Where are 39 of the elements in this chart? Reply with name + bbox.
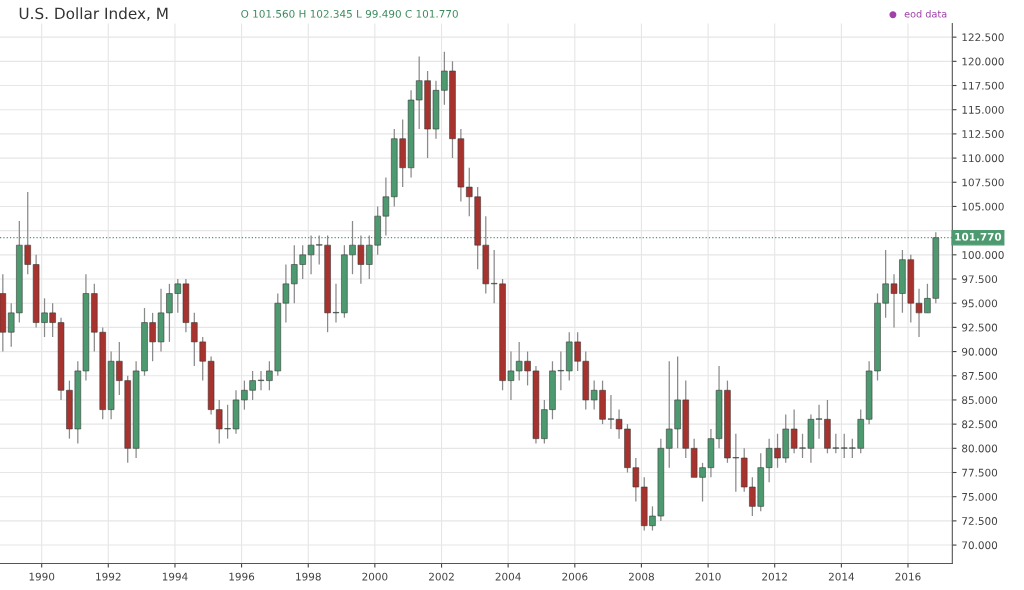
y-tick-label: 122.500	[962, 33, 1004, 42]
x-tick-label: 2008	[628, 572, 654, 581]
x-tick-label: 1998	[296, 572, 321, 581]
y-tick-label: 90.000	[962, 347, 998, 356]
x-tick-label: 2010	[695, 572, 721, 581]
y-tick-label: 75.000	[962, 492, 998, 501]
x-tick-label: 2014	[828, 572, 855, 581]
y-tick-label: 80.000	[962, 444, 998, 453]
y-tick-label: 117.500	[962, 81, 1004, 90]
y-tick-label: 97.500	[962, 275, 998, 284]
x-tick-label: 2004	[495, 572, 521, 581]
y-tick-label: 70.000	[962, 541, 998, 550]
chart-title: U.S. Dollar Index, M	[19, 7, 168, 21]
x-tick-label: 1990	[29, 572, 55, 581]
y-tick-label: 95.000	[962, 299, 998, 308]
text: O 101.560 H 102.345 L 99.490 C 101.770	[241, 9, 458, 18]
y-tick-label: 92.500	[962, 323, 998, 332]
y-tick-label: 107.500	[962, 178, 1004, 187]
y-tick-label: 115.000	[962, 105, 1004, 114]
x-tick-label: 2016	[895, 572, 921, 581]
y-tick-label: 77.500	[962, 468, 998, 477]
y-tick-label: 100.000	[962, 251, 1004, 259]
y-tick-label: 82.500	[962, 420, 998, 429]
y-tick-label: 85.000	[962, 396, 998, 405]
y-tick-label: 112.500	[962, 130, 1004, 138]
x-tick-label: 2006	[562, 572, 588, 581]
y-tick-label: 105.000	[962, 202, 1004, 211]
x-tick-label: 1994	[162, 572, 188, 581]
x-tick-label: 2000	[362, 572, 388, 581]
y-tick-label: 110.000	[962, 154, 1004, 163]
x-tick-label: 1992	[96, 572, 121, 581]
y-tick-label: 120.000	[962, 57, 1004, 66]
text: eod data	[904, 10, 947, 18]
x-tick-label: 1996	[229, 572, 255, 581]
x-tick-label: 2012	[762, 572, 787, 581]
ref-line-label: 101.770	[955, 232, 1002, 241]
y-tick-label: 87.500	[962, 371, 998, 380]
y-tick-label: 72.500	[962, 517, 998, 525]
x-tick-label: 2002	[429, 572, 454, 581]
